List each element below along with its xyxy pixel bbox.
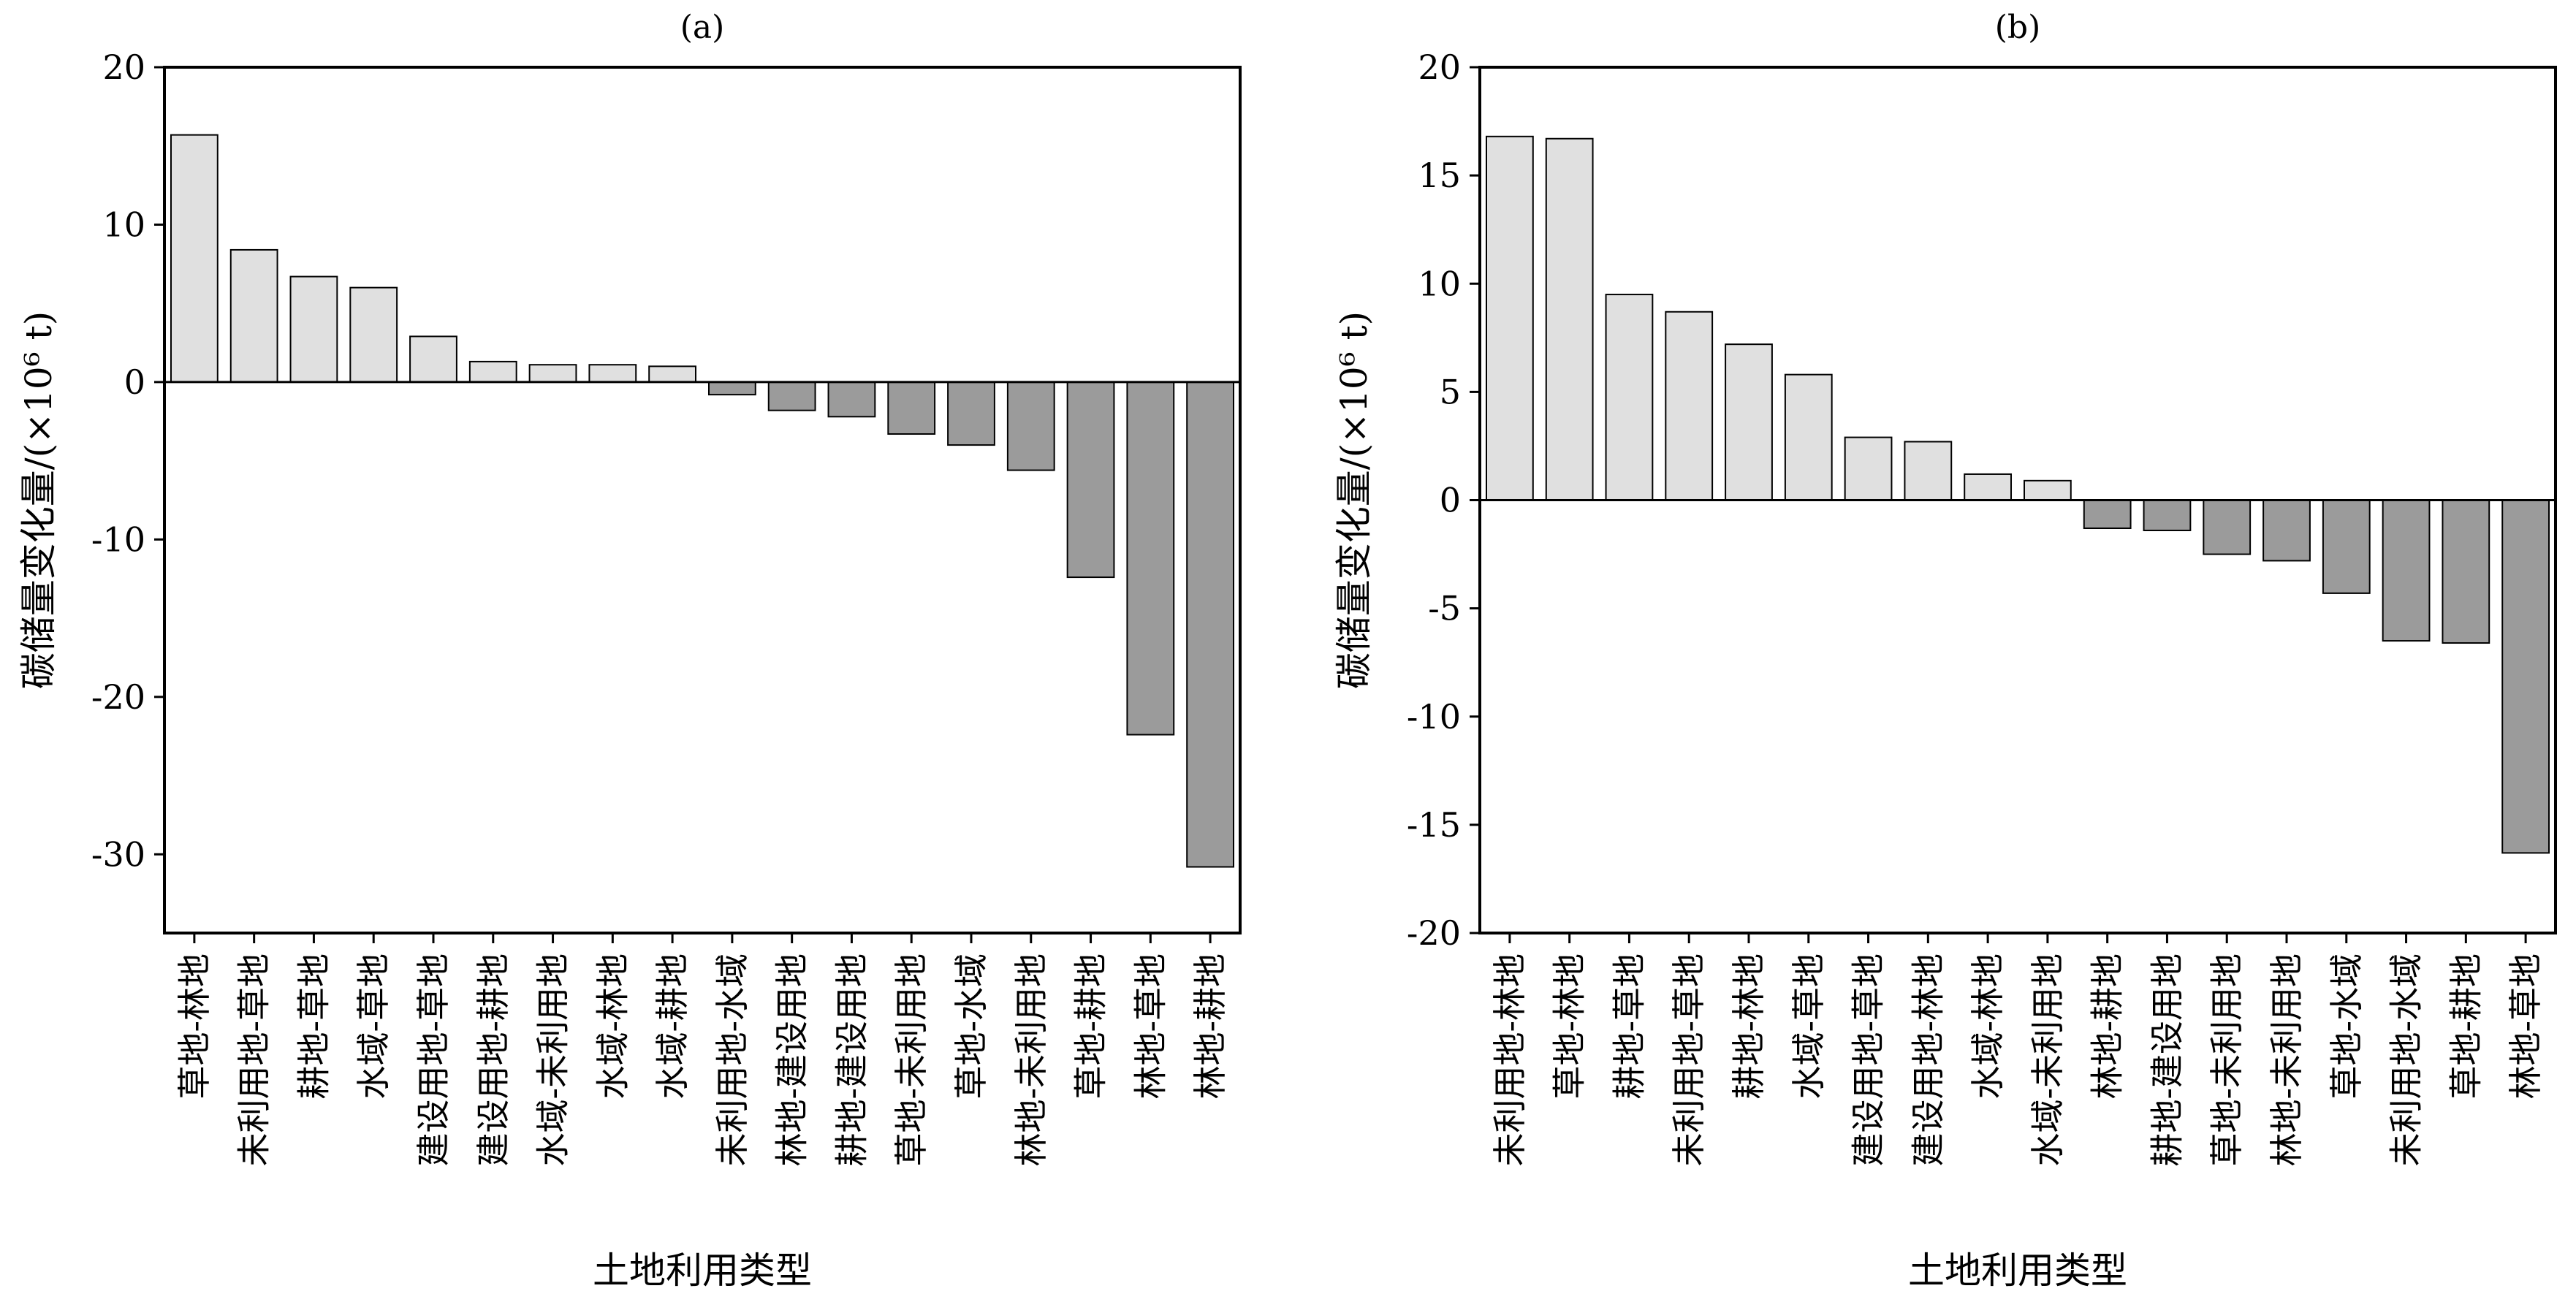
x-tick-label: 水域-耕地	[653, 953, 692, 1100]
bar	[2382, 499, 2431, 642]
x-tick-label: 建设用地-草地	[414, 953, 453, 1167]
bar	[1126, 381, 1175, 736]
x-tick-label: 建设用地-林地	[1908, 953, 1948, 1167]
x-tick-label: 水域-草地	[1789, 953, 1828, 1100]
bar	[468, 360, 517, 383]
bar	[2442, 499, 2490, 644]
bar	[2083, 499, 2132, 530]
bar	[1844, 436, 1893, 501]
bar	[1784, 373, 1833, 501]
x-tick-label: 未利用地-林地	[1490, 953, 1530, 1167]
x-tick-label: 水域-未利用地	[2028, 953, 2067, 1167]
plot-frame	[163, 66, 1242, 934]
x-tick-label: 草地-林地	[175, 953, 214, 1100]
x-tick-label: 耕地-草地	[294, 953, 333, 1100]
x-tick-label: 草地-未利用地	[892, 953, 931, 1167]
panel-b: (b)20151050-5-10-15-20未利用地-林地 草地-林地 耕地-草地未…	[1333, 9, 2557, 1292]
x-tick-label: 建设用地-草地	[1849, 953, 1888, 1167]
y-axis-label: 碳储量变化量/(×10⁶ t)	[1333, 311, 1375, 689]
bar	[528, 364, 577, 383]
x-tick-label: 耕地-草地	[1609, 953, 1649, 1100]
bar	[887, 381, 936, 435]
panel-a: (a)20100-10-20-30草地-林地 未利用地-草地 耕地-草地 水域-草地建…	[18, 9, 1242, 1292]
bar	[1545, 137, 1594, 501]
x-tick-label: 耕地-建设用地	[832, 953, 871, 1167]
bar	[767, 381, 816, 411]
x-tick-label: 林地-耕地	[2088, 953, 2127, 1100]
bar	[2501, 499, 2550, 854]
y-tick-label: 20	[1418, 47, 1461, 87]
x-tick-label: 林地-未利用地	[1011, 953, 1051, 1167]
bar	[409, 335, 457, 383]
bar	[1605, 294, 1654, 501]
y-tick-label: 0	[1440, 481, 1461, 520]
x-tick-label: 水域-未利用地	[533, 953, 573, 1167]
bar	[588, 364, 637, 383]
x-tick-label: 林地-耕地	[1190, 953, 1230, 1100]
x-tick-label: 草地-林地	[1550, 953, 1589, 1100]
y-tick-label: 0	[124, 362, 145, 402]
bar	[2143, 499, 2192, 531]
bar	[2023, 479, 2072, 501]
x-tick-label: 林地-未利用地	[2267, 953, 2306, 1167]
x-axis-label: 土地利用类型	[1908, 1249, 2127, 1292]
y-axis-label: 碳储量变化量/(×10⁶ t)	[18, 311, 60, 689]
y-tick-label: -5	[1428, 589, 1461, 628]
x-tick-label: 未利用地-水域	[2387, 953, 2426, 1167]
x-tick-label: 未利用地-草地	[235, 953, 274, 1167]
x-tick-label: 草地-水域	[2327, 953, 2366, 1100]
bar	[827, 381, 876, 418]
x-tick-label: 草地-未利用地	[2207, 953, 2246, 1167]
bar	[1186, 381, 1235, 868]
y-tick-label: 15	[1418, 156, 1461, 195]
x-tick-label: 草地-水域	[951, 953, 991, 1100]
y-tick-label: 20	[102, 47, 145, 87]
y-tick-label: -30	[91, 834, 145, 874]
x-tick-label: 未利用地-草地	[1669, 953, 1709, 1167]
bar	[707, 381, 756, 396]
x-tick-label: 水域-林地	[1968, 953, 2007, 1100]
y-tick-label: -20	[1407, 913, 1461, 953]
x-tick-label: 草地-耕地	[2446, 953, 2485, 1100]
x-axis-label: 土地利用类型	[593, 1249, 812, 1292]
x-tick-label: 水域-草地	[354, 953, 393, 1100]
bar	[289, 275, 338, 383]
x-tick-label: 林地-草地	[1131, 953, 1170, 1100]
x-tick-label: 耕地-林地	[1729, 953, 1768, 1100]
chart-title: (a)	[680, 9, 725, 46]
chart-title: (b)	[1995, 9, 2041, 46]
x-tick-label: 未利用地-水域	[713, 953, 752, 1167]
bar	[2262, 499, 2311, 562]
bar	[1485, 135, 1534, 501]
x-tick-label: 水域-林地	[593, 953, 632, 1100]
bar	[1904, 441, 1953, 501]
x-tick-label: 建设用地-耕地	[474, 953, 513, 1167]
x-tick-label: 耕地-建设用地	[2147, 953, 2186, 1167]
y-tick-label: -15	[1407, 805, 1461, 845]
y-tick-label: -20	[91, 677, 145, 717]
bar	[2203, 499, 2252, 555]
bar	[648, 365, 697, 383]
bar	[229, 248, 278, 383]
y-tick-label: -10	[91, 519, 145, 559]
x-tick-label: 草地-耕地	[1071, 953, 1111, 1100]
bar	[349, 286, 398, 383]
bar	[1964, 473, 2013, 501]
bar	[2322, 499, 2371, 594]
y-tick-label: 5	[1440, 372, 1461, 411]
bar	[1665, 311, 1714, 501]
bar	[1006, 381, 1055, 471]
x-tick-label: 林地-建设用地	[772, 953, 812, 1167]
bar	[1066, 381, 1115, 579]
bar	[1725, 343, 1773, 501]
bar	[170, 134, 219, 383]
y-tick-label: 10	[1418, 264, 1461, 303]
y-tick-label: 10	[102, 205, 145, 244]
bar	[947, 381, 995, 446]
y-tick-label: -10	[1407, 697, 1461, 736]
x-tick-label: 林地-草地	[2506, 953, 2545, 1100]
